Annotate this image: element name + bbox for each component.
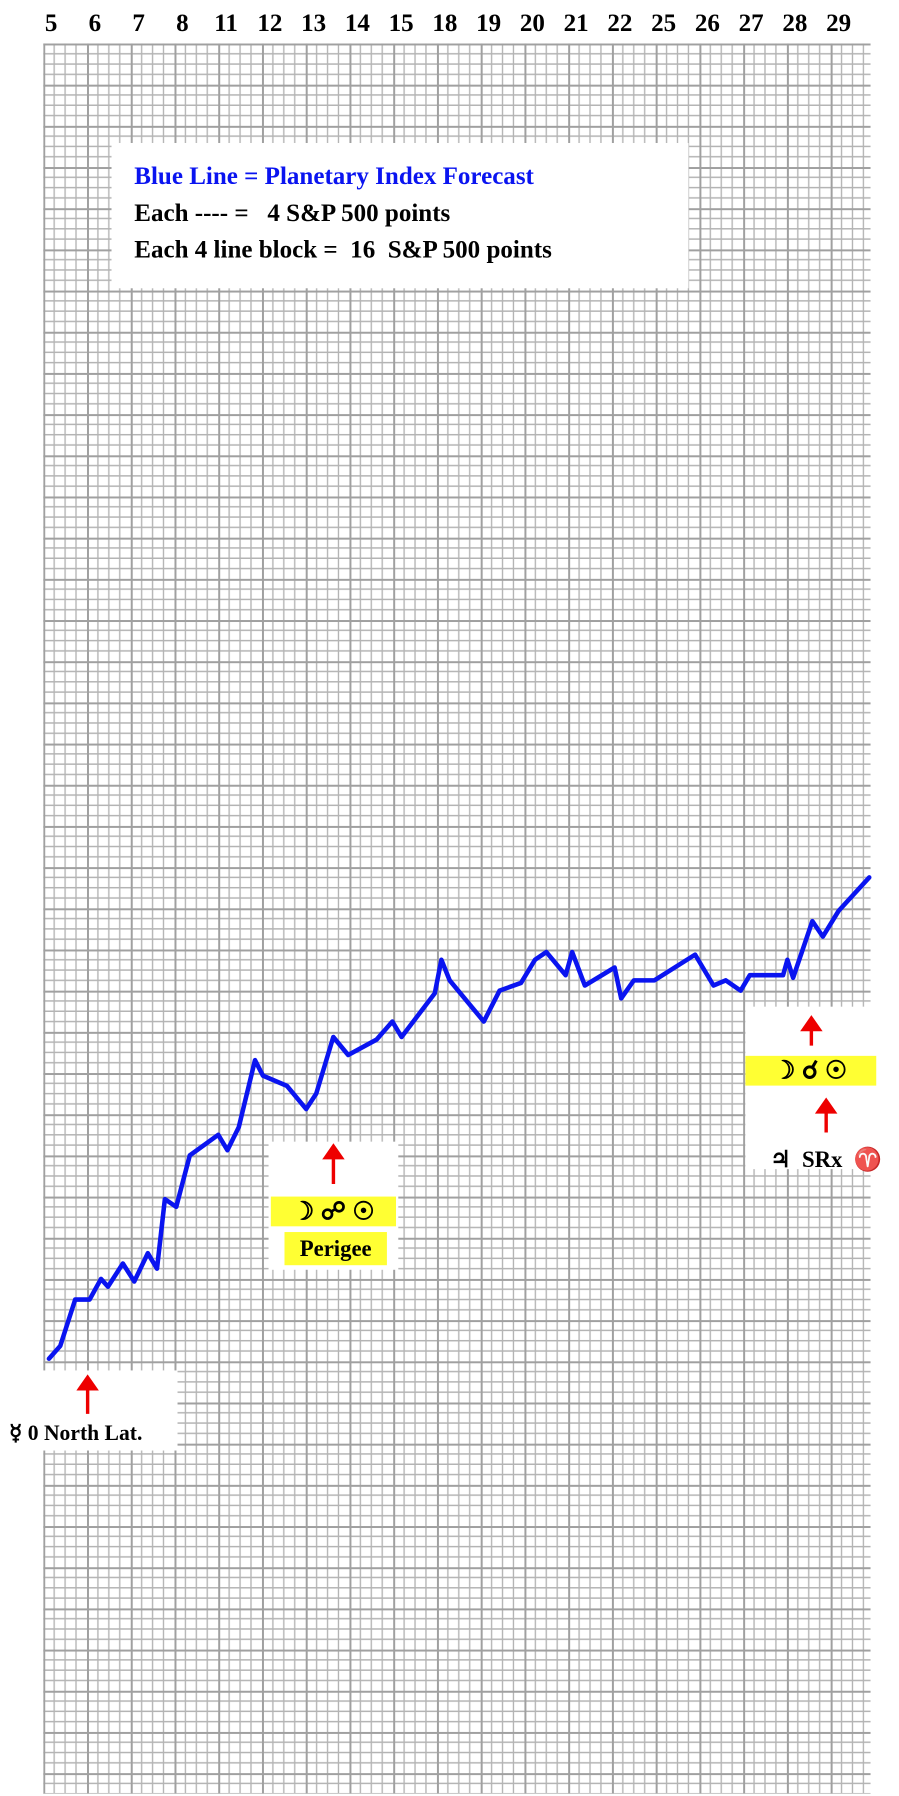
scale-note: Each ---- = 4 S&P 500 points — [134, 200, 450, 227]
x-tick-label: 29 — [826, 10, 851, 37]
x-tick-label: 7 — [132, 10, 145, 37]
arrow — [800, 1015, 823, 1046]
graph-paper — [43, 43, 871, 1794]
x-tick-label: 25 — [651, 10, 676, 37]
legend-box — [111, 142, 689, 289]
scale-note: Each 4 line block = 16 S&P 500 points — [134, 236, 552, 263]
x-tick-label: 26 — [695, 10, 720, 37]
arrow — [814, 1097, 838, 1133]
x-tick-label: 19 — [476, 10, 501, 37]
line-layer — [46, 875, 872, 1362]
arrow — [76, 1374, 99, 1414]
x-tick-label: 20 — [520, 10, 545, 37]
x-tick-label: 11 — [214, 10, 238, 37]
annotation: Perigee — [300, 1236, 372, 1261]
x-tick-label: 18 — [432, 10, 457, 37]
x-tick-label: 13 — [301, 10, 326, 37]
annotation: ♃ SRx ♈ — [770, 1146, 882, 1172]
x-tick-label: 28 — [782, 10, 807, 37]
legend-text: Blue Line = Planetary Index Forecast — [134, 163, 534, 190]
highlight — [745, 1055, 877, 1086]
annotation: ☽ ☍ ☉ — [292, 1198, 375, 1225]
x-tick-label: 27 — [739, 10, 764, 37]
x-tick-label: 15 — [389, 10, 414, 37]
annotation: ☿ 0 North Lat. — [9, 1421, 142, 1445]
x-tick-label: 21 — [564, 10, 589, 37]
x-tick-label: 6 — [89, 10, 102, 37]
x-tick-label: 12 — [257, 10, 282, 37]
annotation: ☽ ☌ ☉ — [773, 1058, 847, 1085]
x-tick-label: 22 — [607, 10, 632, 37]
arrow — [322, 1143, 345, 1184]
highlight — [284, 1232, 387, 1266]
highlight — [270, 1196, 397, 1227]
forecast-line — [46, 875, 872, 1362]
x-tick-label: 5 — [45, 10, 58, 37]
x-tick-label: 8 — [176, 10, 189, 37]
x-tick-label: 14 — [345, 10, 370, 37]
